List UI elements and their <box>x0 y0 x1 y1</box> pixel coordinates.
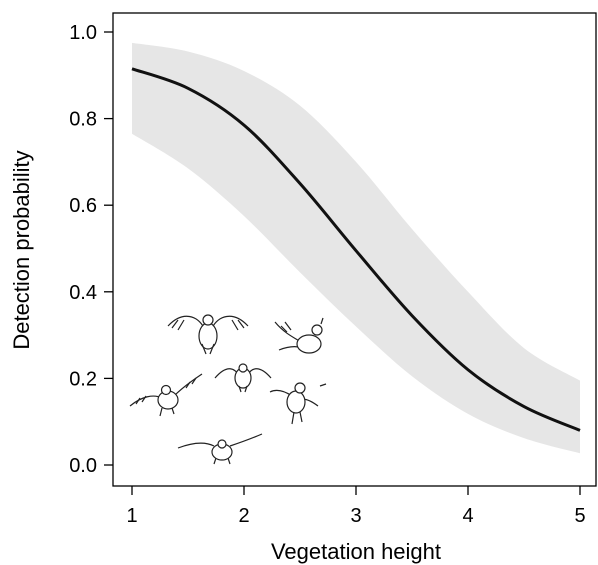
x-tick-label: 5 <box>574 505 585 527</box>
y-tick-label: 0.0 <box>69 455 97 477</box>
x-tick-label: 1 <box>126 505 137 527</box>
fitted-curve <box>131 67 581 432</box>
y-tick-label: 1.0 <box>69 22 97 44</box>
x-tick-label: 2 <box>238 505 249 527</box>
y-tick-label: 0.6 <box>69 195 97 217</box>
birds-illustration <box>129 314 327 465</box>
x-axis-title: Vegetation height <box>271 539 441 564</box>
x-tick-label: 3 <box>350 505 361 527</box>
y-axis-title: Detection probability <box>9 150 34 349</box>
confidence-band <box>132 42 580 454</box>
y-tick-label: 0.8 <box>69 109 97 131</box>
y-tick-label: 0.2 <box>69 368 97 390</box>
plot-frame <box>112 12 597 487</box>
x-tick-label: 4 <box>462 505 473 527</box>
y-tick-label: 0.4 <box>69 282 97 304</box>
